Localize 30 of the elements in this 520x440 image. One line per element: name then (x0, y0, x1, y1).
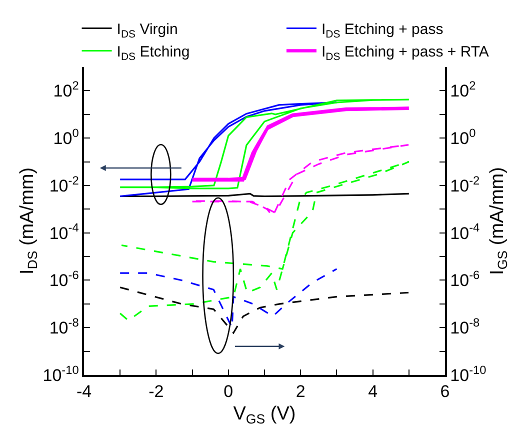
text: 10$^{-2}$ (49, 173, 79, 196)
legend-label: I$_{DS}$ Etching + pass + RTA (321, 44, 489, 63)
text: 10$^{-8}$ (49, 315, 79, 338)
y-tick-label: 10$^{0}$ (450, 126, 476, 148)
line-series (119, 98, 410, 190)
y-tick-label: 10$^{2}$ (450, 78, 476, 101)
text: 10$^{-4}$ (49, 220, 79, 243)
text: 10$^{0}$ (53, 126, 79, 148)
y-tick-label: 10$^{-10}$ (450, 362, 487, 385)
legend-label: I$_{DS}$ Etching + pass (321, 21, 444, 40)
x-tick-label: 0 (224, 382, 234, 402)
x-tick-label: 6 (440, 382, 450, 402)
y-tick-label: 10$^{-6}$ (450, 268, 480, 290)
legend-label: I$_{DS}$ Virgin (116, 21, 178, 40)
y-tick-label: 10$^{-2}$ (450, 173, 480, 196)
line-series (119, 286, 410, 334)
text: 10$^{-6}$ (49, 268, 79, 290)
x-tick-label: -2 (148, 382, 164, 402)
x-tick-label: -4 (76, 382, 92, 402)
text: 10$^{2}$ (53, 78, 79, 101)
line-series (190, 106, 410, 182)
x-tick-label: 4 (368, 382, 378, 402)
y-tick-label: 10$^{-4}$ (450, 220, 480, 243)
x-tick-label: 2 (296, 382, 306, 402)
line-series (119, 102, 338, 198)
y-tick-label: 10$^{-8}$ (450, 315, 480, 338)
legend-label: I$_{DS}$ Etching (116, 44, 190, 63)
line-series (119, 160, 410, 322)
text: 10$^{-10}$ (42, 362, 79, 385)
x-axis-title: V$_{GS}$ (V) (233, 403, 296, 426)
